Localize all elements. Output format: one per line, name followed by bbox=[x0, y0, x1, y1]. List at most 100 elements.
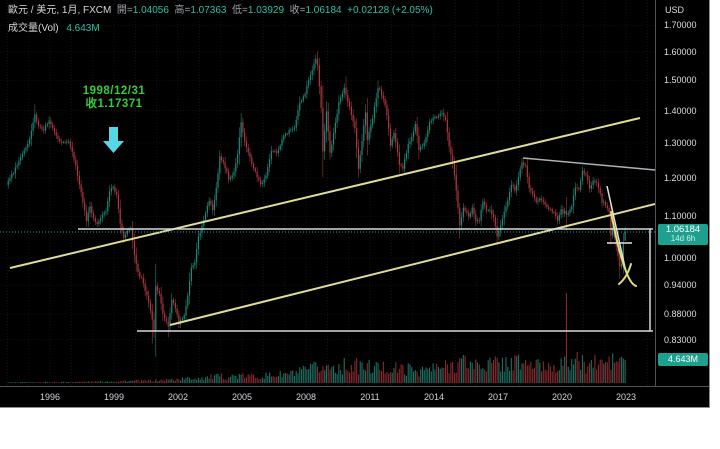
symbol-legend[interactable]: 歐元 / 美元, 1月, FXCM 開=1.04056 高=1.07363 低=… bbox=[8, 5, 433, 17]
chart-panel[interactable]: 歐元 / 美元, 1月, FXCM 開=1.04056 高=1.07363 低=… bbox=[0, 0, 710, 408]
candle-body bbox=[247, 147, 249, 153]
price-chart-canvas[interactable] bbox=[0, 0, 655, 386]
candle-body bbox=[439, 113, 441, 116]
candle-body bbox=[34, 114, 36, 123]
volume-bar bbox=[30, 382, 32, 383]
candle-body bbox=[498, 230, 500, 237]
volume-bar bbox=[389, 372, 391, 383]
candle-body bbox=[39, 125, 41, 127]
volume-bar bbox=[27, 382, 29, 383]
volume-bar bbox=[603, 363, 605, 383]
volume-bar bbox=[411, 367, 413, 383]
volume-bar bbox=[183, 379, 185, 383]
candle-body bbox=[197, 236, 200, 249]
candle-body bbox=[373, 107, 376, 119]
volume-bar bbox=[45, 381, 47, 383]
volume-bar bbox=[541, 371, 543, 383]
volume-bar bbox=[73, 382, 75, 383]
candle-body bbox=[108, 191, 111, 202]
candle-body bbox=[62, 142, 64, 143]
price-tick-label: 1.60000 bbox=[664, 47, 697, 57]
volume-bar bbox=[71, 382, 73, 383]
channel-lower-trendline[interactable] bbox=[169, 203, 655, 326]
volume-bar bbox=[429, 367, 431, 383]
candle-body bbox=[505, 206, 507, 212]
candle-body bbox=[370, 124, 372, 132]
candle-body bbox=[297, 110, 299, 120]
volume-bar bbox=[180, 380, 182, 383]
candle-body bbox=[181, 318, 184, 321]
candle-body bbox=[585, 173, 587, 176]
volume-bar bbox=[555, 372, 557, 383]
volume-legend[interactable]: 成交量(Vol) 4.643M bbox=[8, 19, 100, 34]
candle-body bbox=[76, 165, 79, 176]
yellow-curve-tail[interactable] bbox=[618, 263, 632, 285]
change-value: +0.02128 (+2.05%) bbox=[347, 5, 433, 16]
volume-bar bbox=[509, 370, 511, 383]
volume-bar bbox=[370, 373, 372, 383]
candle-body bbox=[329, 131, 331, 153]
candle-body bbox=[235, 163, 237, 172]
price-axis[interactable]: USD 1.06184 14d 6h 4.643M 1.70000 1.60000… bbox=[655, 0, 709, 386]
volume-bar bbox=[589, 363, 591, 383]
candle-body bbox=[574, 187, 576, 196]
volume-bar bbox=[171, 378, 173, 383]
volume-bar bbox=[258, 379, 260, 383]
candle-body bbox=[448, 132, 450, 147]
candle-body bbox=[110, 188, 112, 192]
candle-body bbox=[517, 177, 520, 186]
candle-body bbox=[185, 305, 187, 316]
volume-bar bbox=[450, 362, 452, 383]
candle-body bbox=[405, 152, 408, 159]
volume-bar bbox=[564, 356, 566, 383]
volume-bar bbox=[597, 364, 599, 383]
volume-bar bbox=[418, 376, 420, 383]
current-price-value: 1.06184 bbox=[665, 224, 701, 235]
steep-decline-line[interactable] bbox=[606, 185, 627, 273]
candle-body bbox=[412, 131, 415, 137]
channel-upper-trendline[interactable] bbox=[9, 117, 641, 269]
volume-bar bbox=[580, 369, 582, 383]
candle-body bbox=[507, 200, 509, 207]
year-tick-label: 2020 bbox=[551, 392, 572, 402]
candle-body bbox=[325, 111, 328, 132]
candle-body bbox=[567, 213, 569, 215]
candle-body bbox=[414, 124, 416, 132]
down-arrow-icon[interactable] bbox=[109, 127, 118, 141]
candle-body bbox=[293, 127, 296, 130]
time-axis[interactable]: 1996 1999 2002 2005 2008 2011 2014 2017 2020 2023 bbox=[0, 386, 709, 407]
candle-body bbox=[94, 218, 96, 222]
candle-body bbox=[187, 295, 189, 306]
candle-body bbox=[105, 211, 107, 213]
volume-bar bbox=[551, 371, 553, 383]
candle-body bbox=[30, 130, 32, 140]
candle-body bbox=[267, 166, 269, 176]
volume-bar bbox=[501, 357, 503, 383]
candle-body bbox=[84, 202, 86, 211]
volume-bar bbox=[55, 382, 57, 383]
candle-body bbox=[128, 228, 130, 231]
candle-body bbox=[546, 204, 548, 207]
volume-bar bbox=[265, 372, 267, 383]
descending-top-line[interactable] bbox=[522, 157, 655, 171]
candle-body bbox=[418, 135, 420, 151]
candle-body bbox=[409, 141, 411, 144]
volume-bar bbox=[285, 372, 287, 383]
volume-bar bbox=[226, 379, 228, 383]
candle-body bbox=[423, 142, 425, 147]
volume-bar bbox=[231, 374, 233, 383]
volume-bar bbox=[53, 381, 55, 383]
volume-bar bbox=[361, 362, 363, 383]
candle-body bbox=[587, 175, 589, 181]
volume-bar bbox=[253, 374, 255, 383]
volume-bar bbox=[203, 379, 205, 383]
volume-bar bbox=[146, 381, 148, 383]
volume-bar bbox=[462, 354, 464, 383]
current-volume-value: 4.643M bbox=[667, 354, 699, 364]
volume-bar bbox=[249, 375, 251, 383]
volume-bar bbox=[329, 369, 331, 383]
candle-body bbox=[295, 119, 297, 128]
down-arrow-icon[interactable] bbox=[103, 141, 124, 153]
volume-bar bbox=[142, 380, 144, 383]
text-annotation[interactable]: 1998/12/31 收1.17371 bbox=[50, 85, 178, 111]
